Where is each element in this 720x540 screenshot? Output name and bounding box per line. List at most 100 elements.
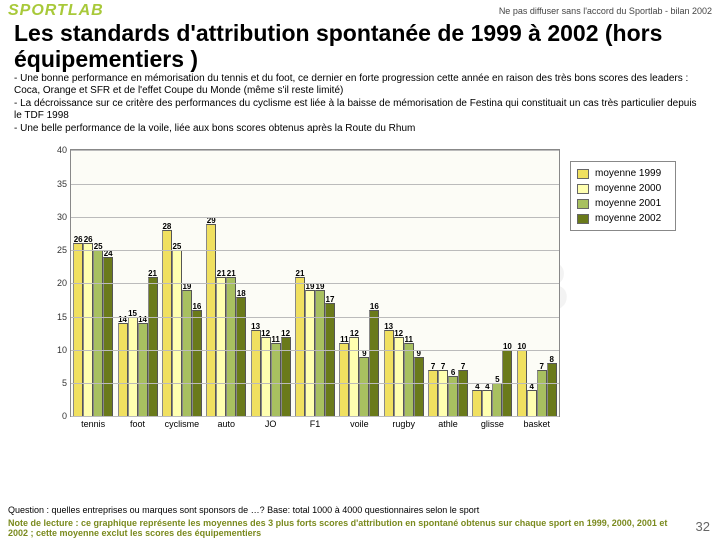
gridline xyxy=(71,150,559,151)
legend-swatch xyxy=(577,199,589,209)
bar: 17 xyxy=(325,303,335,416)
ytick-label: 40 xyxy=(57,145,71,155)
bar-value-label: 12 xyxy=(350,329,359,338)
bar: 15 xyxy=(128,317,138,417)
xtick-label: foot xyxy=(130,416,145,429)
legend-swatch xyxy=(577,169,589,179)
bar-chart: SPORTLAB 26262524tennis14151421foot28251… xyxy=(40,141,680,441)
bar: 21 xyxy=(148,277,158,417)
bar: 25 xyxy=(93,250,103,416)
bar: 21 xyxy=(226,277,236,417)
bar-value-label: 8 xyxy=(550,355,554,364)
legend-item: moyenne 1999 xyxy=(577,166,669,181)
page-title: Les standards d'attribution spontanée de… xyxy=(0,20,720,73)
notes-text: - Une bonne performance en mémorisation … xyxy=(0,73,720,136)
gridline xyxy=(71,383,559,384)
bar: 25 xyxy=(172,250,182,416)
bar: 21 xyxy=(216,277,226,417)
logo: SPORTLAB xyxy=(8,2,104,20)
legend-label: moyenne 2001 xyxy=(595,198,661,209)
plot-area: 26262524tennis14151421foot28251916cyclis… xyxy=(70,149,560,417)
xtick-label: tennis xyxy=(81,416,105,429)
bar: 13 xyxy=(384,330,394,416)
gridline xyxy=(71,317,559,318)
xtick-label: voile xyxy=(350,416,369,429)
gridline xyxy=(71,283,559,284)
bar: 4 xyxy=(482,390,492,417)
bar: 7 xyxy=(458,370,468,417)
bar: 7 xyxy=(537,370,547,417)
xtick-label: basket xyxy=(524,416,551,429)
bar: 8 xyxy=(547,363,557,416)
bar: 19 xyxy=(305,290,315,416)
legend-label: moyenne 2002 xyxy=(595,213,661,224)
bar-value-label: 18 xyxy=(237,289,246,298)
ytick-label: 30 xyxy=(57,212,71,222)
xtick-label: auto xyxy=(217,416,235,429)
ytick-label: 20 xyxy=(57,278,71,288)
ytick-label: 5 xyxy=(62,378,71,388)
bar-value-label: 28 xyxy=(162,222,171,231)
bar: 11 xyxy=(404,343,414,416)
bar-value-label: 12 xyxy=(281,329,290,338)
gridline xyxy=(71,184,559,185)
bar: 16 xyxy=(192,310,202,416)
xtick-label: rugby xyxy=(392,416,415,429)
bar-value-label: 7 xyxy=(441,362,445,371)
bar: 21 xyxy=(295,277,305,417)
bar: 9 xyxy=(359,357,369,417)
bar: 7 xyxy=(428,370,438,417)
bar-value-label: 12 xyxy=(261,329,270,338)
bar: 12 xyxy=(349,337,359,417)
bar-value-label: 21 xyxy=(227,269,236,278)
bar: 9 xyxy=(414,357,424,417)
bar-value-label: 6 xyxy=(451,368,455,377)
gridline xyxy=(71,416,559,417)
bar: 29 xyxy=(206,224,216,417)
bar-value-label: 21 xyxy=(217,269,226,278)
bar-value-label: 7 xyxy=(540,362,544,371)
bar-value-label: 21 xyxy=(296,269,305,278)
bar: 7 xyxy=(438,370,448,417)
bar-value-label: 13 xyxy=(251,322,260,331)
bar-value-label: 16 xyxy=(192,302,201,311)
legend-item: moyenne 2000 xyxy=(577,181,669,196)
bar: 19 xyxy=(182,290,192,416)
bar: 11 xyxy=(271,343,281,416)
bar-value-label: 17 xyxy=(326,295,335,304)
bar: 16 xyxy=(369,310,379,416)
xtick-label: F1 xyxy=(310,416,321,429)
xtick-label: glisse xyxy=(481,416,504,429)
legend-item: moyenne 2001 xyxy=(577,196,669,211)
bar-value-label: 12 xyxy=(394,329,403,338)
bar-value-label: 11 xyxy=(404,335,412,344)
bar: 4 xyxy=(527,390,537,417)
xtick-label: athle xyxy=(438,416,458,429)
bar-value-label: 11 xyxy=(271,335,279,344)
bar: 4 xyxy=(472,390,482,417)
legend: moyenne 1999 moyenne 2000 moyenne 2001 moye… xyxy=(570,161,676,231)
gridline xyxy=(71,217,559,218)
ytick-label: 25 xyxy=(57,245,71,255)
legend-swatch xyxy=(577,184,589,194)
disclaimer: Ne pas diffuser sans l'accord du Sportla… xyxy=(499,6,712,16)
bar-value-label: 11 xyxy=(340,335,348,344)
bar: 19 xyxy=(315,290,325,416)
page-number: 32 xyxy=(696,519,710,534)
xtick-label: cyclisme xyxy=(165,416,200,429)
bar-value-label: 26 xyxy=(74,235,83,244)
question-text: Question : quelles entreprises ou marque… xyxy=(8,505,712,515)
legend-label: moyenne 2000 xyxy=(595,183,661,194)
ytick-label: 10 xyxy=(57,345,71,355)
legend-swatch xyxy=(577,214,589,224)
bar-value-label: 13 xyxy=(384,322,393,331)
bar-value-label: 7 xyxy=(431,362,435,371)
bar-value-label: 7 xyxy=(461,362,465,371)
ytick-label: 15 xyxy=(57,312,71,322)
bar: 14 xyxy=(118,323,128,416)
xtick-label: JO xyxy=(265,416,277,429)
ytick-label: 0 xyxy=(62,411,71,421)
bar: 12 xyxy=(281,337,291,417)
gridline xyxy=(71,350,559,351)
bar: 14 xyxy=(138,323,148,416)
